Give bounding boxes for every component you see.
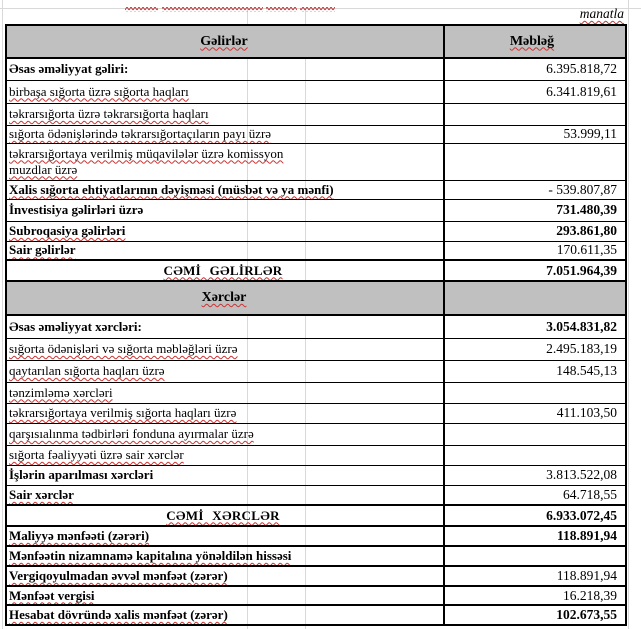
- row-label: Hesabat dövründə xalis mənfəət (zərər): [5, 604, 445, 626]
- row-label: birbaşa sığorta üzrə sığorta haqları: [5, 79, 445, 104]
- table-row: təkrarsığortaya verilmiş sığorta haqları…: [5, 402, 627, 424]
- row-value: - 539.807,87: [443, 179, 627, 200]
- row-value: 53.999,11: [443, 124, 627, 144]
- row-value: [443, 102, 627, 126]
- table-row: sığorta fəaliyyəti üzrə sair xərclər: [5, 444, 627, 466]
- table-row: sığorta ödənişlərində təkrarsığortaçılar…: [5, 124, 627, 144]
- row-value: [443, 444, 627, 466]
- row-value: 16.218,39: [443, 585, 627, 606]
- table-row: qaytarılan sığorta haqları üzrə 148.545,…: [5, 359, 627, 383]
- income-header-label: Gəlirlər: [5, 24, 445, 59]
- row-label: İşlərin aparılması xərcləri: [5, 464, 445, 486]
- expense-total-row: CƏMİ XƏRCLƏR 6.933.072,45: [5, 504, 627, 527]
- row-label: Vergiqoyulmadan əvvəl mənfəət (zərər): [5, 565, 445, 587]
- net-profit-row: Hesabat dövründə xalis mənfəət (zərər) 1…: [5, 604, 627, 626]
- row-label: təkrarsığortaya verilmiş müqavilələr üzr…: [5, 142, 445, 181]
- amount-header-label: Məbləğ: [443, 24, 627, 59]
- row-value: 6.933.072,45: [443, 504, 627, 527]
- row-value: 148.545,13: [443, 359, 627, 383]
- table-row: İnvestisiya gəlirləri üzrə 731.480,39: [5, 198, 627, 222]
- row-label: CƏMİ GƏLİRLƏR: [5, 259, 445, 282]
- row-value: [443, 545, 627, 567]
- row-label: qaytarılan sığorta haqları üzrə: [5, 359, 445, 383]
- table-row: sığorta ödənişləri və sığorta məbləğləri…: [5, 337, 627, 361]
- table-row: Maliyyə mənfəəti (zərəri) 118.891,94: [5, 525, 627, 547]
- row-value: 6.395.818,72: [443, 57, 627, 81]
- row-label: Əsas əməliyyat xərcləri:: [5, 314, 445, 339]
- row-value: 102.673,55: [443, 604, 627, 626]
- row-value: 118.891,94: [443, 525, 627, 547]
- row-label: Mənfəətin nizamnamə kapitalına yönəldilə…: [5, 545, 445, 567]
- table-row: Mənfəətin nizamnamə kapitalına yönəldilə…: [5, 545, 627, 567]
- expense-header-empty: [443, 280, 627, 316]
- table-row: birbaşa sığorta üzrə sığorta haqları 6.3…: [5, 79, 627, 104]
- table-row: təkrarsığorta üzrə təkrarsığorta haqları: [5, 102, 627, 126]
- table-row: Sair gəlirlər 170.611,35: [5, 240, 627, 261]
- row-label: Xalis sığorta ehtiyatlarının dəyişməsi (…: [5, 179, 445, 200]
- zigzag-icon: [125, 7, 335, 12]
- row-label: sığorta ödənişləri və sığorta məbləğləri…: [5, 337, 445, 361]
- row-value: 170.611,35: [443, 240, 627, 261]
- row-value: 293.861,80: [443, 220, 627, 242]
- row-label: təkrarsığortaya verilmiş sığorta haqları…: [5, 402, 445, 424]
- row-label: qarşısıalınma tədbirləri fonduna ayırmal…: [5, 422, 445, 446]
- row-value: 731.480,39: [443, 198, 627, 222]
- row-value: 3.054.831,82: [443, 314, 627, 339]
- row-value: [443, 381, 627, 404]
- row-label: Maliyyə mənfəəti (zərəri): [5, 525, 445, 547]
- table-row: Vergiqoyulmadan əvvəl mənfəət (zərər) 11…: [5, 565, 627, 587]
- row-label: Sair gəlirlər: [5, 240, 445, 261]
- row-label: CƏMİ XƏRCLƏR: [5, 504, 445, 527]
- currency-unit-note: manatla: [579, 6, 624, 21]
- table-row: tənzimləmə xərcləri: [5, 381, 627, 404]
- row-label: təkrarsığorta üzrə təkrarsığorta haqları: [5, 102, 445, 126]
- row-label: sığorta fəaliyyəti üzrə sair xərclər: [5, 444, 445, 466]
- table-row: Mənfəət vergisi 16.218,39: [5, 585, 627, 606]
- row-value: 411.103,50: [443, 402, 627, 424]
- row-label: tənzimləmə xərcləri: [5, 381, 445, 404]
- row-value: [443, 422, 627, 446]
- gridline-vertical: [2, 0, 3, 629]
- row-value: 3.813.522,08: [443, 464, 627, 486]
- table-row: Əsas əməliyyat gəliri: 6.395.818,72: [5, 57, 627, 81]
- table-row: təkrarsığortaya verilmiş müqavilələr üzr…: [5, 142, 627, 181]
- income-section-header: Gəlirlər Məbləğ: [5, 24, 627, 59]
- row-label: Mənfəət vergisi: [5, 585, 445, 606]
- row-value: 2.495.183,19: [443, 337, 627, 361]
- table-row: Subroqasiya gəlirləri 293.861,80: [5, 220, 627, 242]
- row-label: Əsas əməliyyat gəliri:: [5, 57, 445, 81]
- table-row: Əsas əməliyyat xərcləri: 3.054.831,82: [5, 314, 627, 339]
- table-row: İşlərin aparılması xərcləri 3.813.522,08: [5, 464, 627, 486]
- table-row: Sair xərclər 64.718,55: [5, 484, 627, 506]
- table-row: Xalis sığorta ehtiyatlarının dəyişməsi (…: [5, 179, 627, 200]
- row-value: 6.341.819,61: [443, 79, 627, 104]
- row-value: [443, 142, 627, 181]
- gridline-vertical: [628, 0, 629, 629]
- row-value: 118.891,94: [443, 565, 627, 587]
- row-label: sığorta ödənişlərində təkrarsığortaçılar…: [5, 124, 445, 144]
- row-label: İnvestisiya gəlirləri üzrə: [5, 198, 445, 222]
- row-value: 64.718,55: [443, 484, 627, 506]
- table-row: qarşısıalınma tədbirləri fonduna ayırmal…: [5, 422, 627, 446]
- title-spellcheck-marks: [125, 0, 337, 12]
- row-label: Subroqasiya gəlirləri: [5, 220, 445, 242]
- expense-section-header: Xərclər: [5, 280, 627, 316]
- income-total-row: CƏMİ GƏLİRLƏR 7.051.964,39: [5, 259, 627, 282]
- row-label: Sair xərclər: [5, 484, 445, 506]
- financial-table: Gəlirlər Məbləğ Əsas əməliyyat gəliri: 6…: [5, 24, 627, 626]
- expense-header-label: Xərclər: [5, 280, 445, 316]
- row-value: 7.051.964,39: [443, 259, 627, 282]
